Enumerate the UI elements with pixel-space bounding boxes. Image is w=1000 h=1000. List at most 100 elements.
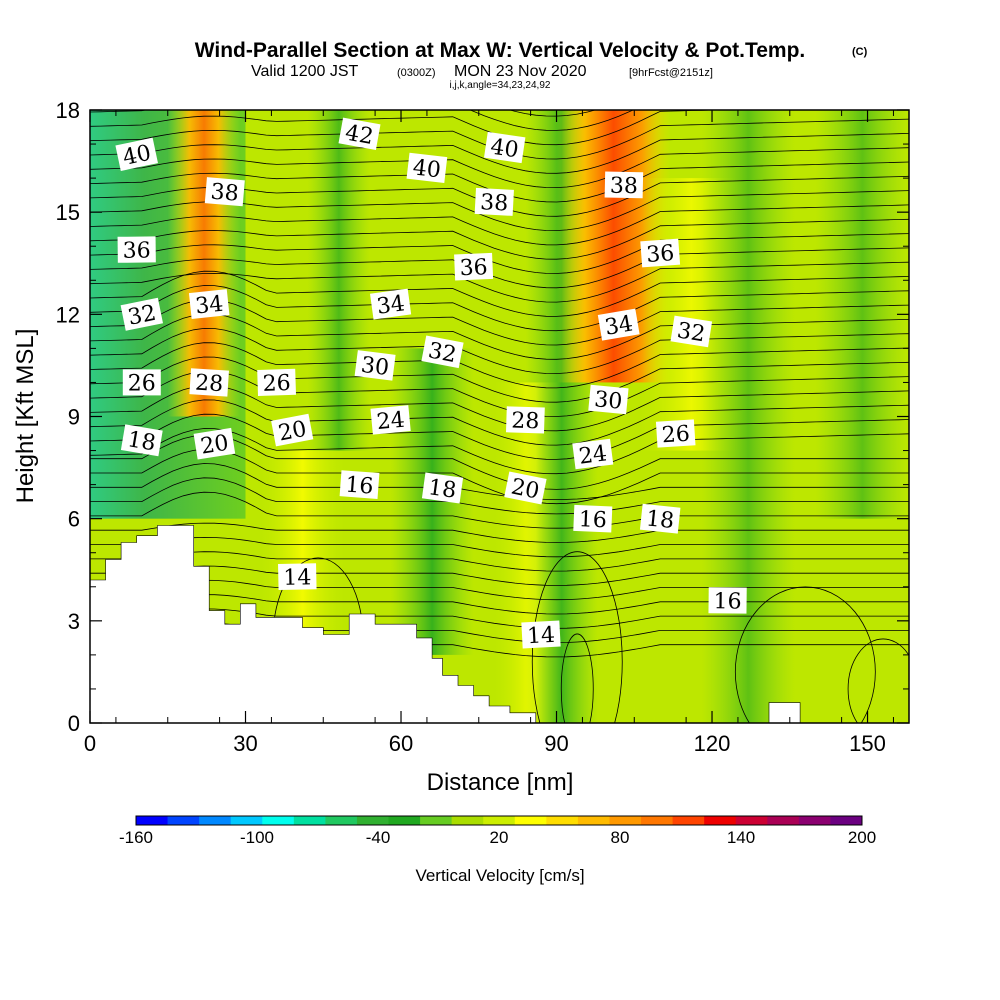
contour-label-box: [338, 117, 381, 150]
contour-label-box: [573, 504, 613, 533]
contour-label: 34: [188, 289, 230, 320]
contour-label: 24: [370, 405, 411, 435]
contour-label-box: [370, 288, 412, 320]
contour-label-text: 34: [194, 292, 224, 320]
colorbar-tick-label: 140: [727, 828, 755, 847]
contour-label-box: [406, 152, 448, 183]
y-tick-label: 15: [56, 200, 80, 225]
x-tick-label: 30: [233, 731, 257, 756]
contour-label: 26: [122, 369, 161, 396]
contour-label-box: [421, 472, 464, 504]
contour-label-box: [640, 238, 681, 268]
contour-label-box: [670, 315, 713, 348]
forecast-info: [9hrFcst@2151z]: [629, 67, 713, 79]
valid-date: MON 23 Nov 2020: [454, 63, 587, 80]
contour-label-box: [370, 405, 411, 435]
y-tick-label: 0: [68, 711, 80, 736]
contour-label-text: 14: [283, 565, 312, 591]
contour-label-box: [120, 424, 163, 457]
downdraft-band-center: [307, 110, 370, 451]
colorbar-swatch: [167, 816, 200, 825]
pot-temp-contour-line: [90, 551, 909, 572]
pot-temp-contour-cell: [531, 551, 623, 723]
contour-label: 32: [421, 335, 464, 368]
contour-label-text: 20: [199, 431, 231, 460]
colorbar-swatch: [798, 816, 831, 825]
colorbar-swatch: [262, 816, 295, 825]
pot-temp-contour-line: [90, 477, 909, 515]
y-tick-label: 18: [56, 98, 80, 123]
contour-label-box: [257, 368, 296, 396]
pot-temp-contour-line: [90, 270, 909, 317]
pot-temp-contour-line: [90, 247, 909, 289]
contour-label-text: 32: [126, 301, 158, 331]
contour-label-box: [204, 177, 245, 207]
contour-label-box: [354, 350, 396, 381]
contour-label-box: [193, 427, 236, 460]
contour-label: 34: [597, 308, 640, 341]
x-tick-label: 60: [389, 731, 413, 756]
downdraft-band-far-east: [701, 110, 795, 723]
contour-label: 26: [655, 419, 696, 448]
contour-label-box: [604, 171, 644, 199]
colorbar-swatch: [546, 816, 579, 825]
contour-label: 32: [670, 315, 713, 348]
y-tick-label: 3: [68, 609, 80, 634]
pot-temp-contour-line: [90, 413, 909, 460]
colorbar-swatch: [704, 816, 737, 825]
contour-label-box: [454, 252, 494, 281]
contour-label: 16: [339, 470, 380, 500]
colorbar-tick-label: -100: [240, 828, 274, 847]
contour-label: 40: [115, 137, 158, 171]
contour-label: 28: [189, 368, 229, 397]
contour-label-box: [521, 620, 561, 649]
contour-label-box: [655, 419, 696, 448]
contour-label-text: 16: [713, 589, 741, 614]
pot-temp-contour-line: [90, 594, 909, 615]
pot-temp-contour-line: [90, 579, 909, 601]
contour-label-box: [122, 369, 161, 396]
contour-label-box: [484, 131, 526, 164]
contour-label: 36: [117, 236, 156, 264]
pot-temp-contour-line: [90, 399, 909, 446]
colorbar-tick-label: 20: [490, 828, 509, 847]
y-tick-label: 6: [68, 507, 80, 532]
pot-temp-contour-line: [90, 204, 909, 246]
colorbar-tick-label: -40: [366, 828, 391, 847]
colorbar-swatch: [293, 816, 326, 825]
contour-label-box: [189, 368, 229, 397]
section-params: i,j,k,angle=34,23,24,92: [450, 80, 551, 91]
contour-label-text: 28: [194, 371, 224, 398]
contour-label-box: [572, 438, 614, 470]
colorbar-swatch: [483, 816, 516, 825]
contour-label-box: [597, 308, 640, 341]
contour-label-box: [271, 413, 314, 447]
colorbar-title: Vertical Velocity [cm/s]: [415, 866, 584, 885]
pot-temp-contour-line: [90, 110, 635, 131]
contour-label-text: 40: [121, 141, 154, 171]
contour-label: 14: [278, 563, 317, 591]
contour-label: 30: [354, 350, 396, 381]
contour-label-text: 38: [210, 180, 240, 207]
contour-label: 18: [639, 503, 681, 534]
colorbar-swatch: [735, 816, 768, 825]
contour-label-box: [339, 470, 380, 499]
pot-temp-contour-line: [90, 233, 909, 274]
contour-label-text: 38: [610, 174, 639, 200]
contour-label: 34: [370, 288, 412, 320]
contour-label-layer: 40 42 40 40 38 38 38 36 36 36 34 34 34 32 32 32 30 30 28 28…: [115, 117, 747, 649]
colorbar-swatch: [199, 816, 232, 825]
contour-label-text: 28: [511, 408, 540, 434]
contour-label: 20: [271, 413, 314, 447]
plot-area: 40 42 40 40 38 38 38 36 36 36 34 34 34 32 32 32 30 30 28 28…: [90, 110, 909, 723]
contour-label-box: [115, 137, 158, 171]
pot-temp-contour-cell: [734, 586, 876, 723]
colorbar-swatch: [767, 816, 800, 825]
contour-label-text: 26: [128, 371, 156, 396]
contour-label-text: 24: [578, 441, 609, 469]
contour-label-text: 32: [675, 318, 707, 347]
contour-label: 40: [484, 131, 526, 164]
pot-temp-contour-line: [90, 522, 909, 543]
pot-temp-contour-line: [90, 218, 909, 260]
contour-label: 18: [421, 472, 464, 504]
